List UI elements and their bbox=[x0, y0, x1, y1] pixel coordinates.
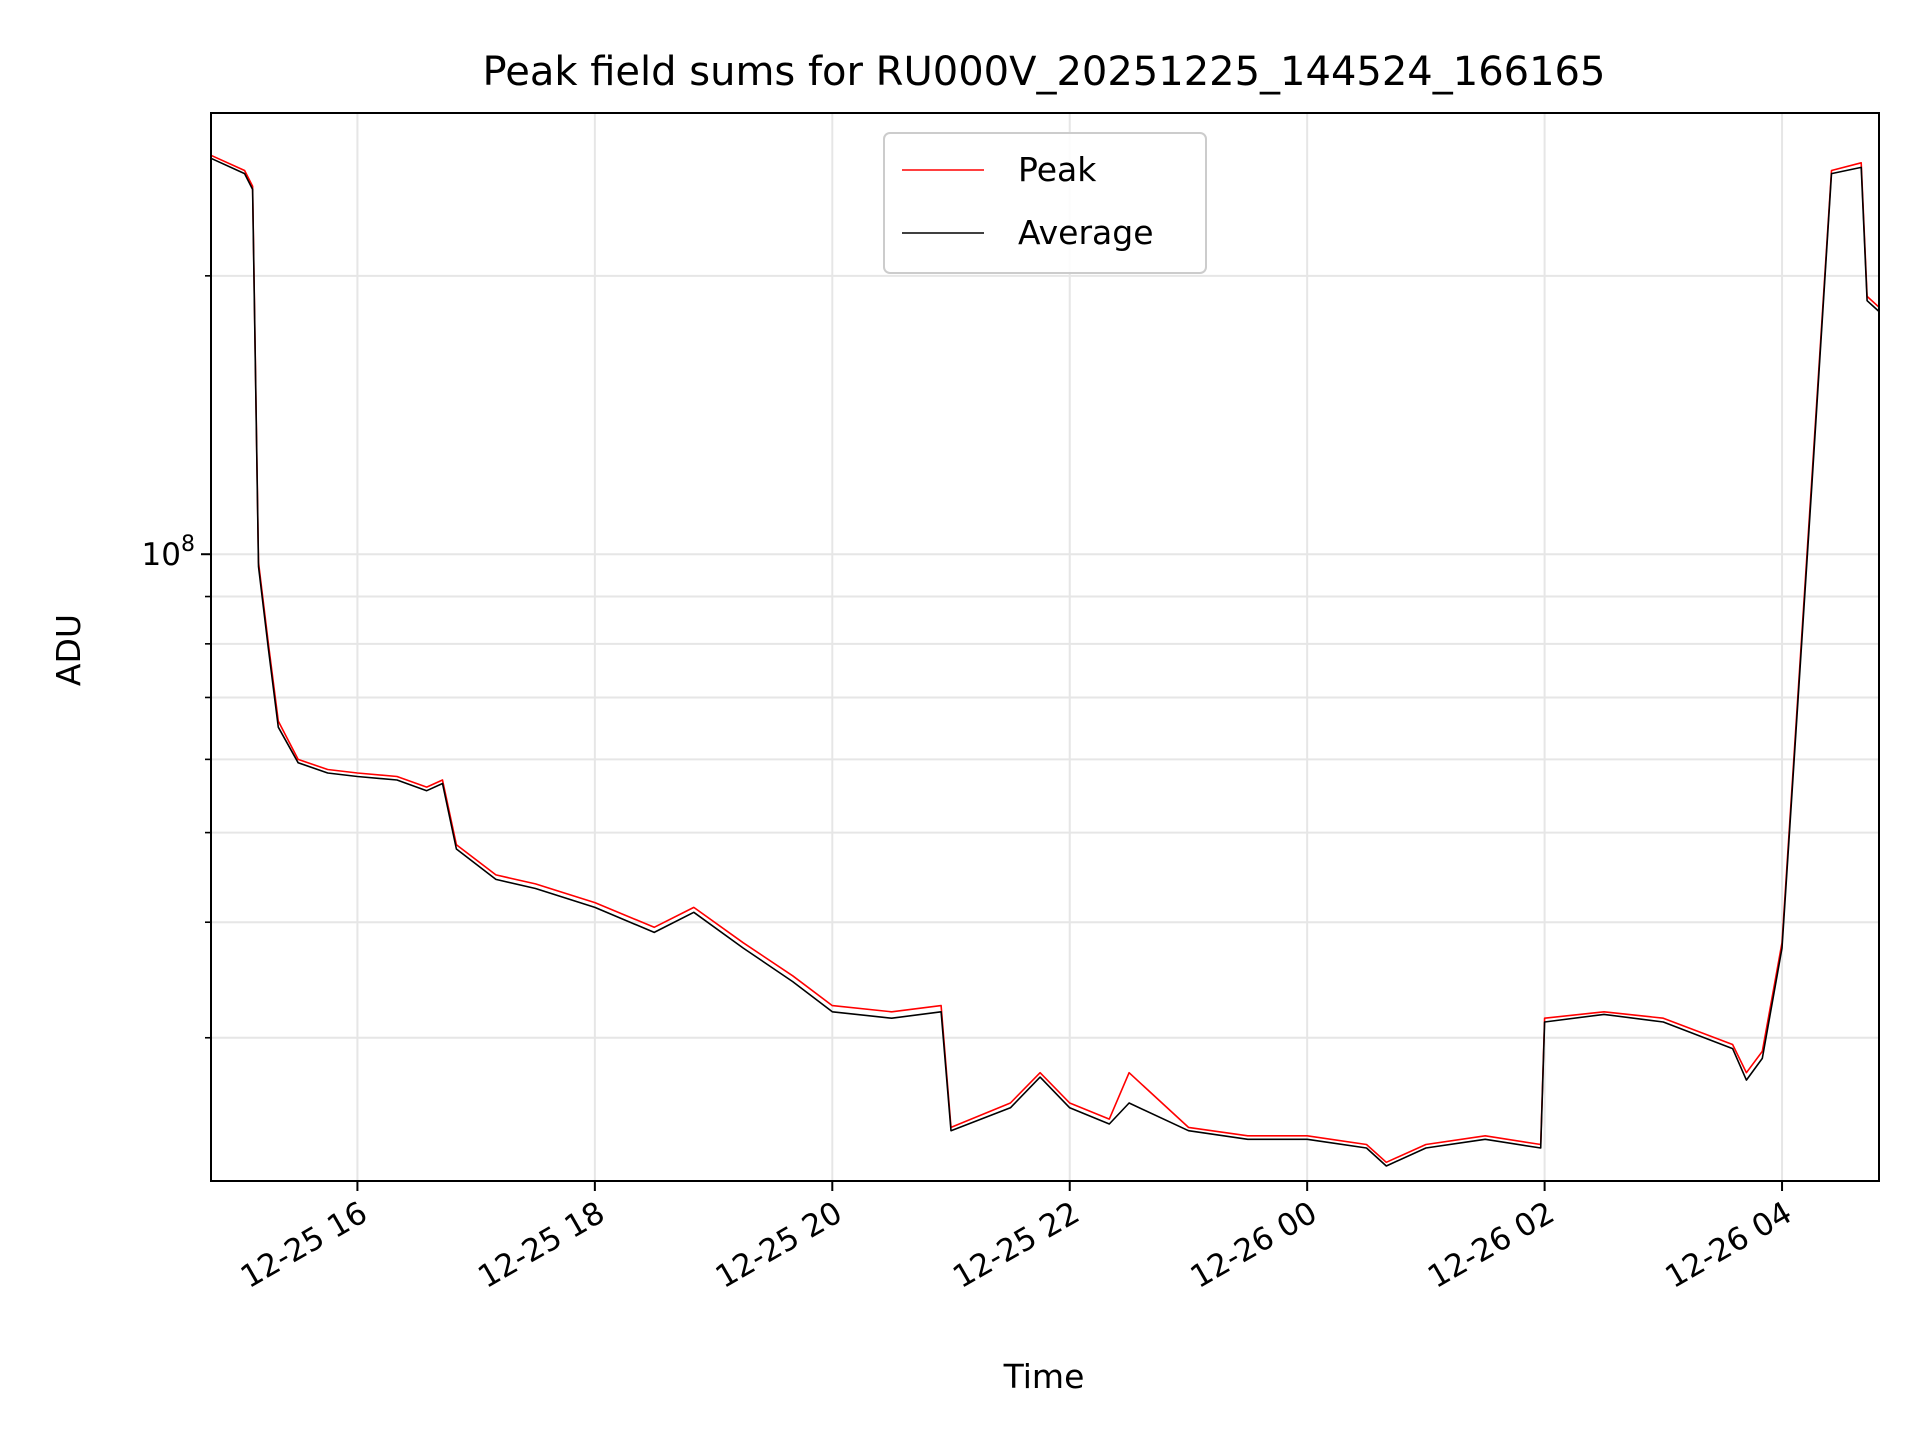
series-line-average bbox=[210, 157, 1880, 1167]
y-tick-label-exponent: 8 bbox=[181, 532, 195, 557]
plot-frame bbox=[210, 112, 1880, 1182]
legend-box bbox=[883, 132, 1207, 274]
y-tick-label-base: 10 bbox=[142, 537, 181, 573]
y-axis-label: ADU bbox=[49, 614, 88, 686]
grid bbox=[211, 113, 1879, 1181]
legend-label-peak: Peak bbox=[1018, 150, 1097, 189]
y-tick-label: 108 bbox=[142, 532, 195, 573]
y-axis-ticks: 108 bbox=[142, 275, 211, 1039]
chart-title: Peak field sums for RU000V_20251225_1445… bbox=[483, 49, 1606, 95]
x-axis-label: Time bbox=[1003, 1357, 1085, 1396]
legend: Peak Average bbox=[883, 132, 1207, 274]
series-layer bbox=[210, 154, 1880, 1167]
legend-label-average: Average bbox=[1018, 213, 1154, 252]
series-line-peak bbox=[210, 154, 1880, 1164]
